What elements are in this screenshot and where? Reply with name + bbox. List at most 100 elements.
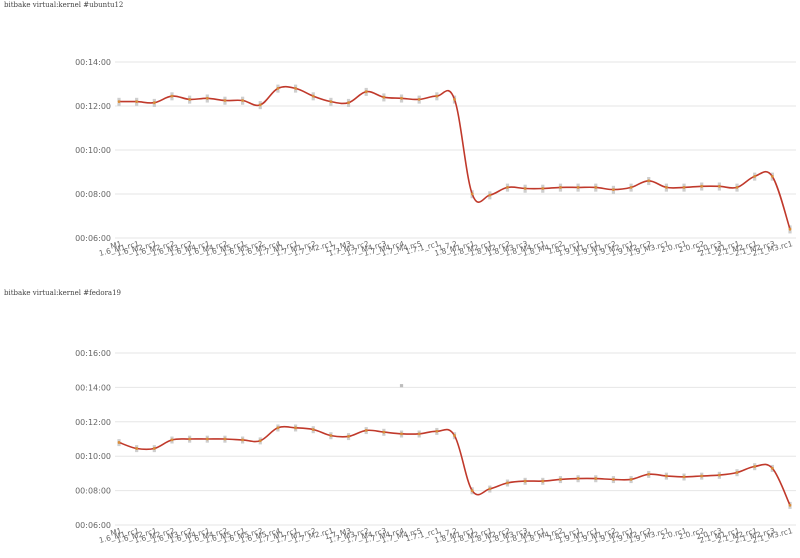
- data-point[interactable]: [435, 431, 439, 435]
- data-point[interactable]: [399, 94, 404, 98]
- data-point[interactable]: [329, 97, 333, 101]
- data-point[interactable]: [293, 424, 298, 428]
- data-point[interactable]: [753, 172, 757, 176]
- series-marker[interactable]: [223, 437, 227, 441]
- data-point[interactable]: [576, 479, 580, 483]
- data-point[interactable]: [664, 472, 668, 476]
- data-point[interactable]: [505, 188, 510, 192]
- data-point[interactable]: [735, 469, 739, 473]
- series-marker[interactable]: [117, 441, 121, 444]
- series-marker[interactable]: [576, 186, 580, 189]
- series-marker[interactable]: [347, 435, 350, 438]
- data-point[interactable]: [523, 189, 527, 193]
- data-point[interactable]: [611, 185, 616, 189]
- series-marker[interactable]: [629, 186, 633, 189]
- data-point[interactable]: [541, 481, 545, 485]
- series-marker[interactable]: [594, 186, 598, 189]
- data-point[interactable]: [629, 479, 633, 484]
- data-point[interactable]: [170, 440, 174, 444]
- data-point[interactable]: [700, 182, 704, 186]
- data-point[interactable]: [382, 93, 386, 97]
- series-marker[interactable]: [470, 489, 474, 492]
- series-marker[interactable]: [400, 432, 403, 436]
- series-marker[interactable]: [382, 430, 386, 434]
- series-marker[interactable]: [470, 192, 474, 196]
- data-point[interactable]: [364, 427, 368, 431]
- data-point[interactable]: [417, 430, 421, 434]
- data-point[interactable]: [258, 441, 262, 445]
- series-marker[interactable]: [735, 186, 739, 189]
- series-marker[interactable]: [311, 428, 315, 431]
- data-point[interactable]: [470, 491, 474, 495]
- series-marker[interactable]: [329, 100, 333, 103]
- series-marker[interactable]: [417, 432, 421, 436]
- series-marker[interactable]: [488, 487, 492, 491]
- data-point[interactable]: [346, 433, 351, 437]
- data-point[interactable]: [788, 505, 792, 509]
- data-point[interactable]: [205, 435, 209, 439]
- data-point[interactable]: [170, 92, 174, 96]
- data-point[interactable]: [135, 102, 139, 106]
- data-point[interactable]: [594, 183, 598, 187]
- data-point[interactable]: [205, 99, 209, 103]
- data-point[interactable]: [188, 95, 192, 99]
- series-marker[interactable]: [135, 100, 139, 103]
- data-point[interactable]: [541, 184, 545, 188]
- data-point[interactable]: [152, 448, 156, 453]
- data-point[interactable]: [611, 190, 616, 194]
- series-marker[interactable]: [258, 439, 262, 443]
- data-point[interactable]: [205, 439, 209, 443]
- series-marker[interactable]: [364, 90, 368, 94]
- series-marker[interactable]: [647, 472, 651, 476]
- data-point[interactable]: [523, 481, 527, 485]
- series-marker[interactable]: [294, 426, 297, 430]
- data-point[interactable]: [488, 489, 492, 493]
- data-point[interactable]: [664, 476, 668, 480]
- data-point[interactable]: [241, 440, 245, 444]
- data-point[interactable]: [399, 430, 404, 434]
- data-point[interactable]: [717, 182, 721, 186]
- series-marker[interactable]: [329, 434, 333, 437]
- data-point[interactable]: [117, 97, 121, 101]
- series-marker[interactable]: [700, 184, 704, 188]
- data-point[interactable]: [135, 97, 139, 101]
- data-point[interactable]: [700, 472, 704, 476]
- series-marker[interactable]: [682, 475, 686, 479]
- data-point[interactable]: [505, 483, 510, 487]
- data-point[interactable]: [664, 183, 668, 187]
- series-marker[interactable]: [488, 193, 492, 197]
- series-marker[interactable]: [594, 477, 598, 480]
- data-point[interactable]: [117, 442, 121, 447]
- series-marker[interactable]: [188, 98, 192, 101]
- data-point[interactable]: [170, 97, 174, 101]
- data-point[interactable]: [364, 87, 368, 92]
- data-point[interactable]: [611, 476, 616, 480]
- data-point[interactable]: [505, 479, 510, 483]
- data-point[interactable]: [417, 95, 421, 99]
- series-marker[interactable]: [170, 94, 174, 98]
- data-point[interactable]: [311, 97, 315, 101]
- series-marker[interactable]: [276, 87, 280, 90]
- data-point[interactable]: [382, 98, 386, 102]
- data-point[interactable]: [558, 476, 563, 480]
- data-point[interactable]: [505, 183, 510, 187]
- series-marker[interactable]: [364, 429, 368, 432]
- data-point[interactable]: [205, 94, 209, 98]
- series-marker[interactable]: [435, 94, 439, 98]
- data-point[interactable]: [188, 100, 192, 104]
- data-point[interactable]: [258, 437, 262, 441]
- series-marker[interactable]: [205, 437, 209, 441]
- outlier-point[interactable]: [399, 384, 404, 388]
- series-marker[interactable]: [612, 188, 615, 192]
- data-point[interactable]: [629, 476, 633, 480]
- series-marker[interactable]: [117, 100, 121, 103]
- data-point[interactable]: [682, 473, 686, 477]
- data-point[interactable]: [753, 463, 757, 467]
- data-point[interactable]: [435, 427, 439, 432]
- series-marker[interactable]: [700, 474, 704, 478]
- series-marker[interactable]: [453, 434, 456, 437]
- series-marker[interactable]: [205, 96, 209, 100]
- series-marker[interactable]: [788, 227, 792, 231]
- data-point[interactable]: [170, 436, 174, 440]
- data-point[interactable]: [311, 92, 315, 96]
